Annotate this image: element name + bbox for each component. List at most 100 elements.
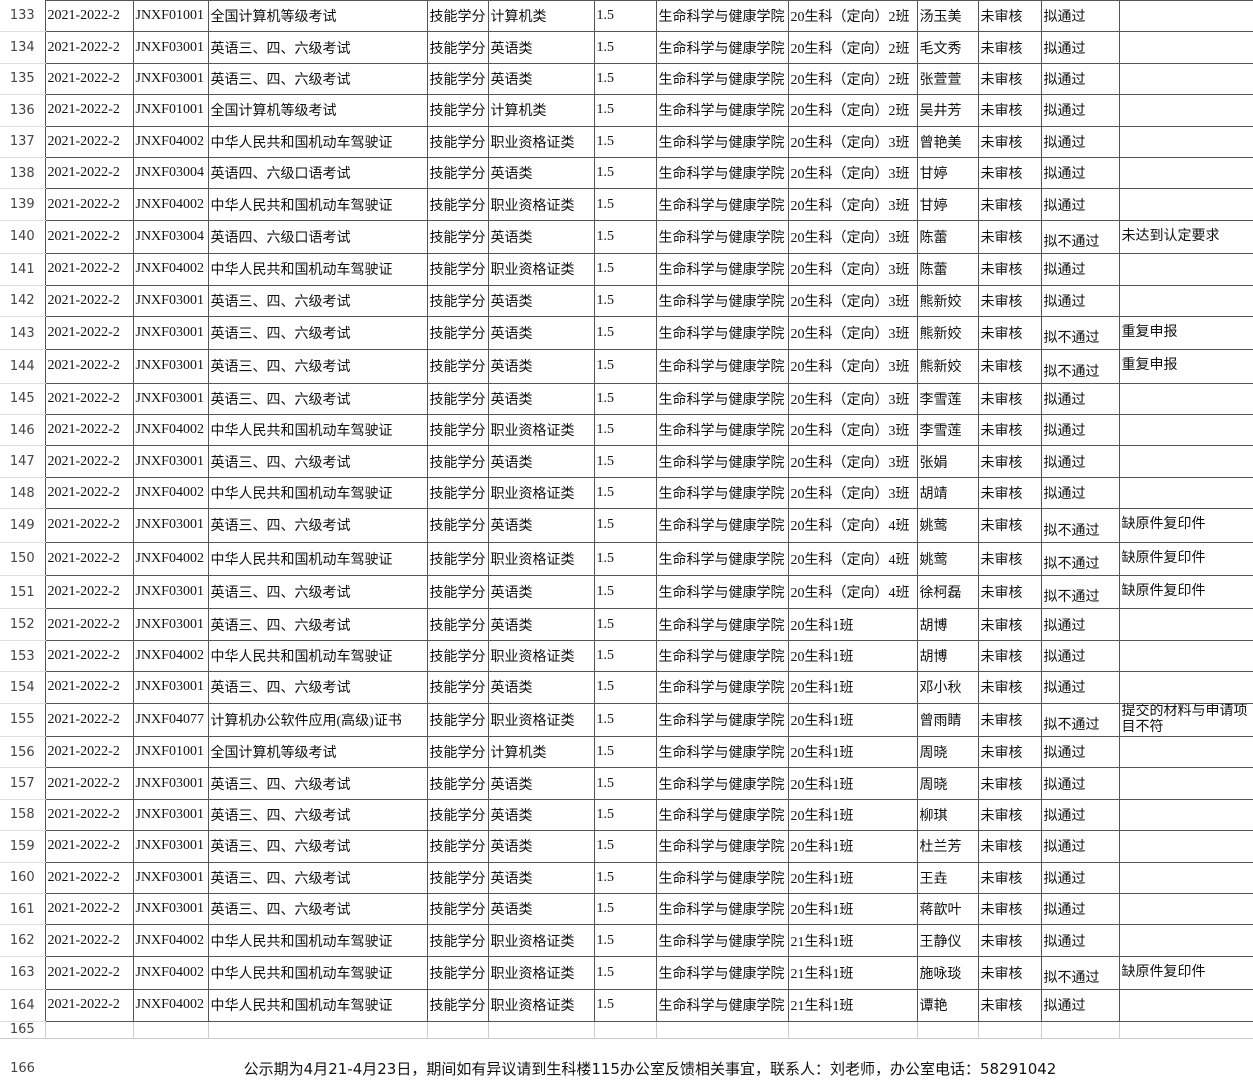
term: 2021-2022-2 bbox=[44, 445, 134, 478]
college: 生命科学与健康学院 bbox=[655, 315, 789, 351]
table-row: 165 bbox=[0, 1020, 1253, 1039]
review-status: 未审核 bbox=[977, 702, 1042, 737]
review-status: 未审核 bbox=[977, 0, 1042, 33]
class: 21生科1班 bbox=[787, 924, 918, 957]
row-number: 149 bbox=[0, 508, 45, 543]
row-number: 145 bbox=[0, 383, 45, 416]
credit-type: 技能学分 bbox=[426, 575, 489, 610]
credit: 1.5 bbox=[593, 639, 657, 673]
note bbox=[1118, 924, 1253, 957]
row-number: 150 bbox=[0, 542, 45, 577]
result: 拟通过 bbox=[1040, 892, 1120, 926]
item-name: 英语三、四、六级考试 bbox=[207, 349, 428, 384]
table-row: 162 2021-2022-2 JNXF04002 中华人民共和国机动车驾驶证 技能学分… bbox=[0, 924, 1253, 957]
note bbox=[1118, 125, 1253, 158]
row-number: 152 bbox=[0, 608, 45, 641]
row-number: 139 bbox=[0, 188, 45, 221]
class: 21生科1班 bbox=[787, 989, 918, 1022]
class: 20生科（定向）3班 bbox=[787, 445, 918, 478]
category: 英语类 bbox=[487, 62, 595, 96]
credit-type: 技能学分 bbox=[426, 94, 489, 127]
table-row: 164 2021-2022-2 JNXF04002 中华人民共和国机动车驾驶证 技能学分… bbox=[0, 989, 1253, 1022]
category: 英语类 bbox=[487, 382, 595, 416]
item-name: 中华人民共和国机动车驾驶证 bbox=[207, 188, 428, 221]
credit: 1.5 bbox=[593, 955, 657, 991]
review-status: 未审核 bbox=[977, 414, 1042, 447]
class: 20生科（定向）3班 bbox=[787, 156, 918, 190]
note: 提交的材料与申请项目不符 bbox=[1118, 702, 1253, 737]
college: 生命科学与健康学院 bbox=[655, 955, 789, 991]
credit-type: 技能学分 bbox=[426, 125, 489, 158]
row-number: 161 bbox=[0, 893, 45, 926]
term: 2021-2022-2 bbox=[44, 94, 134, 127]
row-number: 134 bbox=[0, 31, 45, 64]
credit: 1.5 bbox=[593, 989, 657, 1022]
term: 2021-2022-2 bbox=[44, 541, 134, 577]
item-code: JNXF03001 bbox=[132, 445, 209, 478]
result: 拟不通过 bbox=[1040, 219, 1120, 255]
result: 拟通过 bbox=[1040, 156, 1120, 190]
note bbox=[1118, 62, 1253, 96]
item-code: JNXF04002 bbox=[132, 253, 209, 286]
result: 拟通过 bbox=[1040, 735, 1120, 769]
class: 20生科（定向）2班 bbox=[787, 0, 918, 33]
credit-type: 技能学分 bbox=[426, 989, 489, 1022]
credit-type: 技能学分 bbox=[426, 31, 489, 64]
credit: 1.5 bbox=[593, 575, 657, 610]
row-number: 143 bbox=[0, 316, 45, 351]
note: 缺原件复印件 bbox=[1118, 541, 1253, 577]
college: 生命科学与健康学院 bbox=[655, 702, 789, 737]
college: 生命科学与健康学院 bbox=[655, 541, 789, 577]
table-row: 140 2021-2022-2 JNXF03004 英语四、六级口语考试 技能学分 英语类… bbox=[0, 219, 1253, 255]
class: 20生科1班 bbox=[787, 639, 918, 673]
term: 2021-2022-2 bbox=[44, 0, 134, 33]
review-status: 未审核 bbox=[977, 608, 1042, 641]
credit: 1.5 bbox=[593, 767, 657, 800]
item-name: 英语三、四、六级考试 bbox=[207, 671, 428, 704]
category: 英语类 bbox=[487, 830, 595, 863]
table-row: 163 2021-2022-2 JNXF04002 中华人民共和国机动车驾驶证 技能学分… bbox=[0, 955, 1253, 991]
empty-cell bbox=[593, 1020, 657, 1039]
item-code: JNXF04002 bbox=[132, 924, 209, 957]
item-code: JNXF04002 bbox=[132, 188, 209, 221]
result: 拟通过 bbox=[1040, 608, 1120, 641]
credit-type: 技能学分 bbox=[426, 315, 489, 351]
class: 20生科（定向）3班 bbox=[787, 253, 918, 286]
credit-type: 技能学分 bbox=[426, 924, 489, 957]
term: 2021-2022-2 bbox=[44, 798, 134, 832]
note bbox=[1118, 31, 1253, 64]
row-number: 166 bbox=[0, 1038, 45, 1084]
term: 2021-2022-2 bbox=[44, 284, 134, 317]
college: 生命科学与健康学院 bbox=[655, 830, 789, 863]
item-code: JNXF03001 bbox=[132, 671, 209, 704]
table-row: 136 2021-2022-2 JNXF01001 全国计算机等级考试 技能学分 计算机类… bbox=[0, 94, 1253, 127]
row-number: 164 bbox=[0, 989, 45, 1022]
category: 职业资格证类 bbox=[487, 639, 595, 673]
review-status: 未审核 bbox=[977, 830, 1042, 863]
result: 拟通过 bbox=[1040, 767, 1120, 800]
credit-type: 技能学分 bbox=[426, 349, 489, 384]
row-number: 146 bbox=[0, 414, 45, 447]
credit-type: 技能学分 bbox=[426, 830, 489, 863]
credit-type: 技能学分 bbox=[426, 156, 489, 190]
credit-type: 技能学分 bbox=[426, 671, 489, 704]
table-row: 137 2021-2022-2 JNXF04002 中华人民共和国机动车驾驶证 技能学分… bbox=[0, 125, 1253, 158]
class: 20生科1班 bbox=[787, 861, 918, 894]
item-name: 英语三、四、六级考试 bbox=[207, 830, 428, 863]
table-row: 144 2021-2022-2 JNXF03001 英语三、四、六级考试 技能学分 英语类… bbox=[0, 349, 1253, 384]
empty-cell bbox=[655, 1020, 789, 1039]
table-row: 141 2021-2022-2 JNXF04002 中华人民共和国机动车驾驶证 技能学分… bbox=[0, 253, 1253, 286]
item-name: 中华人民共和国机动车驾驶证 bbox=[207, 414, 428, 447]
table-row: 149 2021-2022-2 JNXF03001 英语三、四、六级考试 技能学分 英语类… bbox=[0, 508, 1253, 543]
review-status: 未审核 bbox=[977, 284, 1042, 317]
college: 生命科学与健康学院 bbox=[655, 671, 789, 704]
term: 2021-2022-2 bbox=[44, 156, 134, 190]
college: 生命科学与健康学院 bbox=[655, 349, 789, 384]
item-name: 英语三、四、六级考试 bbox=[207, 767, 428, 800]
student-name: 周晓 bbox=[916, 735, 979, 769]
student-name: 王静仪 bbox=[916, 924, 979, 957]
note bbox=[1118, 284, 1253, 317]
review-status: 未审核 bbox=[977, 892, 1042, 926]
category: 英语类 bbox=[487, 219, 595, 255]
